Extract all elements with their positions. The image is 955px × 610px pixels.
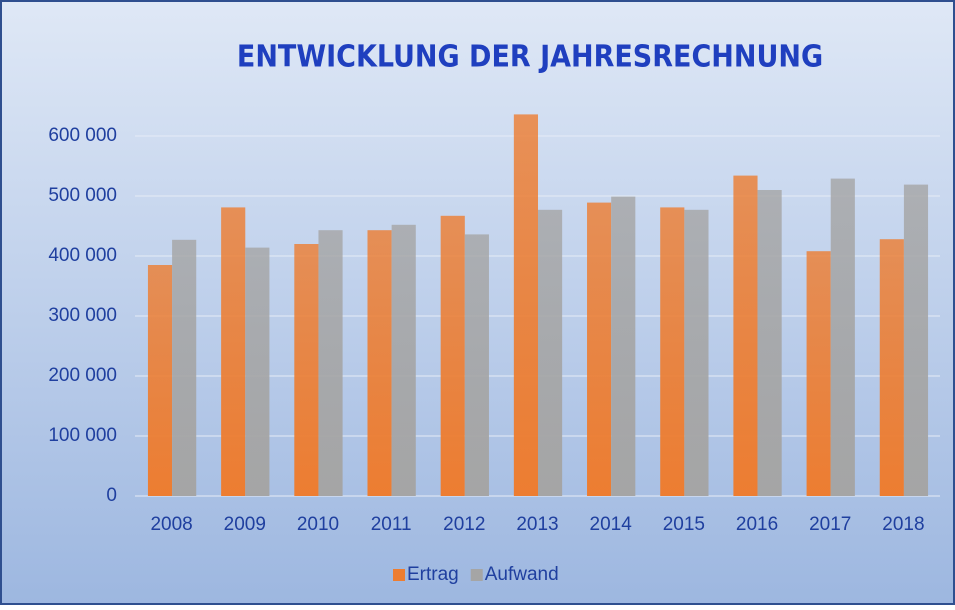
bar [221, 207, 246, 496]
y-tick-label: 100 000 [48, 425, 117, 446]
y-tick-label: 300 000 [48, 305, 117, 326]
bar [294, 244, 319, 496]
bar [147, 265, 173, 496]
y-tick-label: 0 [106, 485, 117, 506]
bar [538, 209, 563, 497]
bar [611, 196, 636, 496]
bar [684, 209, 709, 497]
x-tick-label: 2009 [224, 514, 266, 535]
bar [464, 234, 489, 496]
bar [172, 239, 197, 497]
x-tick-label: 2010 [297, 514, 339, 535]
x-tick-label: 2018 [882, 514, 924, 535]
y-tick-label: 400 000 [48, 245, 117, 266]
bar [903, 184, 929, 496]
bar [391, 224, 416, 497]
bar [440, 215, 465, 497]
bar [587, 202, 612, 496]
bar [318, 230, 343, 496]
bar [733, 175, 758, 496]
x-tick-label: 2015 [663, 514, 705, 535]
bar [513, 114, 538, 497]
bar [806, 251, 831, 496]
bar [367, 230, 392, 496]
legend-label: Aufwand [485, 564, 559, 585]
y-tick-label: 600 000 [48, 125, 117, 146]
x-tick-label: 2016 [736, 514, 778, 535]
x-tick-label: 2011 [371, 514, 412, 535]
chart-title: ENTWICKLUNG DER JAHRESRECHNUNG [237, 40, 823, 75]
bar [830, 178, 855, 496]
x-tick-label: 2012 [443, 514, 485, 535]
legend-swatch [393, 569, 405, 581]
x-tick-label: 2008 [150, 514, 192, 535]
bar [879, 239, 904, 496]
legend-label: Ertrag [407, 564, 459, 585]
x-tick-label: 2014 [590, 514, 633, 535]
x-tick-label: 2017 [809, 514, 851, 535]
bar [245, 247, 270, 496]
bar [757, 190, 782, 496]
bar [660, 207, 685, 496]
y-tick-label: 200 000 [48, 365, 117, 386]
x-tick-label: 2013 [516, 514, 558, 535]
legend-swatch [470, 569, 483, 581]
y-tick-label: 500 000 [48, 185, 117, 206]
